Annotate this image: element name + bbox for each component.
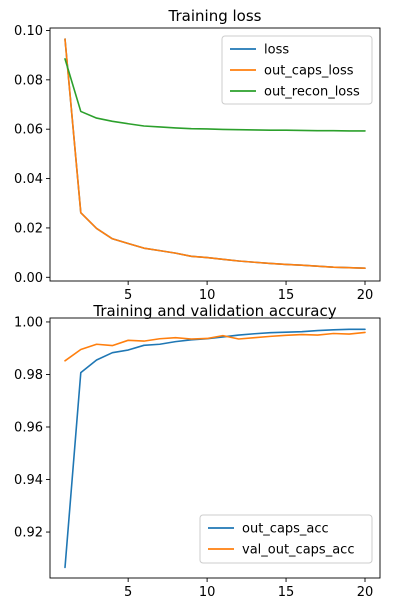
chart1-legend-label-1: loss [264, 43, 289, 58]
chart2-legend-box [199, 514, 373, 564]
chart2-x-tick-label-3: 15 [278, 585, 295, 600]
chart2-legend-label-2: val_out_caps_acc [242, 543, 354, 558]
chart1-x-tick-label-4: 20 [357, 288, 374, 303]
chart2-series-line-2 [64, 331, 366, 362]
chart1-legend-label-2: out_caps_loss [264, 64, 354, 79]
chart1-y-tick-label-3: 0.04 [14, 172, 43, 187]
chart2-x-tick-label-1: 5 [124, 585, 132, 600]
chart1-x-tick-label-2: 10 [199, 288, 216, 303]
chart2-legend-label-1: out_caps_acc [242, 522, 329, 537]
chart1-y-tick-label-6: 0.10 [14, 24, 43, 39]
chart1-y-tick-label-1: 0.00 [14, 271, 43, 286]
chart1-legend-label-3: out_recon_loss [264, 85, 360, 100]
chart1-axes-frame [49, 27, 381, 282]
chart2-y-tick-label-3: 0.96 [14, 420, 43, 435]
chart2-y-tick-label-4: 0.98 [14, 368, 43, 383]
chart1-y-tick-label-2: 0.02 [14, 221, 43, 236]
chart2-y-tick-label-1: 0.92 [14, 526, 43, 541]
chart1-title: Training loss [168, 7, 262, 25]
chart1-series-line-2 [64, 38, 366, 269]
chart2-y-tick-label-2: 0.94 [14, 473, 43, 488]
chart2-x-tick-label-2: 10 [199, 585, 216, 600]
chart1-y-tick-label-5: 0.08 [14, 73, 43, 88]
chart1-x-tick-label-1: 5 [124, 288, 132, 303]
chart2-title: Training and validation accuracy [92, 302, 336, 320]
chart2-y-tick-label-5: 1.00 [14, 315, 43, 330]
chart2-axes-frame [49, 317, 381, 579]
chart1-y-tick-label-4: 0.06 [14, 123, 43, 138]
chart1-legend-box [221, 35, 373, 105]
chart1-x-tick-label-3: 15 [278, 288, 295, 303]
chart1-series-line-3 [64, 58, 366, 132]
chart2-x-tick-label-4: 20 [357, 585, 374, 600]
